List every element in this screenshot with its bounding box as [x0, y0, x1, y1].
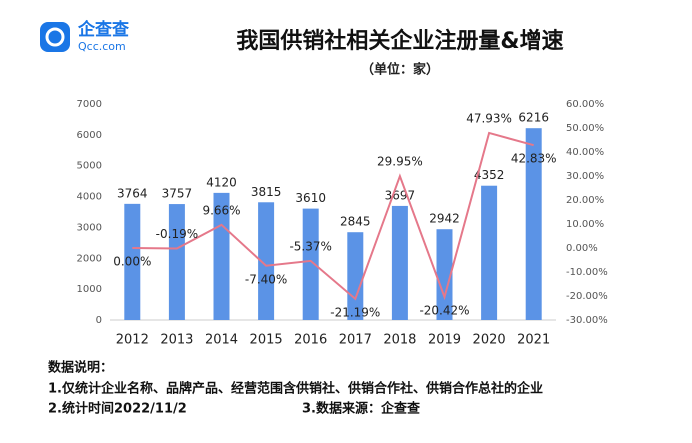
data-label: 2845 — [340, 215, 371, 229]
y-tick-label: 5000 — [77, 161, 102, 172]
data-label: 29.95% — [377, 155, 423, 169]
y2-tick-label: 0.00% — [566, 243, 598, 254]
x-tick-label: 2018 — [383, 333, 416, 348]
data-label: 6216 — [518, 111, 549, 125]
x-tick-label: 2012 — [116, 333, 149, 348]
y-tick-label: 6000 — [77, 130, 102, 141]
x-tick-label: 2014 — [205, 333, 238, 348]
chart-title: 我国供销社相关企业注册量&增速 — [236, 28, 563, 54]
logo-name: 企查查 — [77, 19, 130, 40]
data-label: 0.00% — [113, 255, 151, 269]
y2-tick-label: 10.00% — [566, 219, 604, 230]
data-label: 3764 — [117, 186, 148, 200]
x-tick-label: 2017 — [339, 333, 372, 348]
y2-tick-label: 50.00% — [566, 123, 604, 134]
data-label: 3697 — [385, 188, 416, 202]
line — [132, 131, 534, 301]
bar — [481, 185, 498, 320]
y2-tick-label: -10.00% — [566, 267, 608, 278]
y2-tick-label: 20.00% — [566, 195, 604, 206]
note: 1.仅统计企业名称、品牌产品、经营范围含供销社、供销合作社、供销合作总社的企业 — [48, 381, 543, 397]
note: 3.数据来源：企查查 — [302, 401, 421, 417]
y-tick-label: 7000 — [77, 99, 102, 110]
logo-glyph — [45, 27, 65, 47]
bar — [391, 205, 408, 320]
data-label: -21.19% — [330, 305, 380, 319]
data-label: 9.66% — [202, 203, 240, 217]
y2-tick-label: 60.00% — [566, 99, 604, 110]
chart-subtitle: （单位：家） — [361, 62, 439, 78]
data-label: 3757 — [162, 187, 193, 201]
data-label: 42.83% — [511, 152, 557, 166]
logo-icon — [40, 22, 70, 52]
y2-tick-label: 40.00% — [566, 147, 604, 158]
data-label: -20.42% — [419, 304, 469, 318]
bar — [347, 232, 364, 320]
y-tick-label: 0 — [96, 315, 102, 326]
bar — [436, 229, 453, 320]
y2-tick-label: -30.00% — [566, 315, 608, 326]
y2-tick-label: -20.00% — [566, 291, 608, 302]
y-tick-label: 1000 — [77, 284, 102, 295]
data-label: 47.93% — [466, 111, 512, 125]
data-label: 2942 — [429, 212, 460, 226]
data-label: 3815 — [251, 185, 282, 199]
x-tick-label: 2015 — [250, 333, 283, 348]
x-tick-label: 2021 — [517, 333, 550, 348]
bar — [213, 192, 230, 320]
x-tick-label: 2016 — [294, 333, 327, 348]
data-label: 3610 — [295, 191, 326, 205]
notes-heading: 数据说明： — [48, 360, 113, 376]
x-tick-label: 2013 — [160, 333, 193, 348]
y-tick-label: 4000 — [77, 192, 102, 203]
note: 2.统计时间2022/11/2 — [48, 401, 187, 417]
bar — [525, 128, 542, 320]
data-label: -7.40% — [245, 272, 287, 286]
y2-tick-label: 30.00% — [566, 171, 604, 182]
y-tick-label: 3000 — [77, 222, 102, 233]
x-tick-label: 2020 — [473, 333, 506, 348]
bar — [258, 202, 275, 320]
bar — [124, 203, 141, 320]
bar — [168, 204, 185, 320]
y-tick-label: 2000 — [77, 253, 102, 264]
data-label: -0.19% — [156, 227, 198, 241]
data-label: -5.37% — [289, 239, 331, 253]
bar — [302, 208, 319, 320]
data-label: 4120 — [206, 175, 237, 189]
data-label: 4352 — [474, 168, 505, 182]
x-tick-label: 2019 — [428, 333, 461, 348]
logo-url: Qcc.com — [78, 40, 126, 53]
